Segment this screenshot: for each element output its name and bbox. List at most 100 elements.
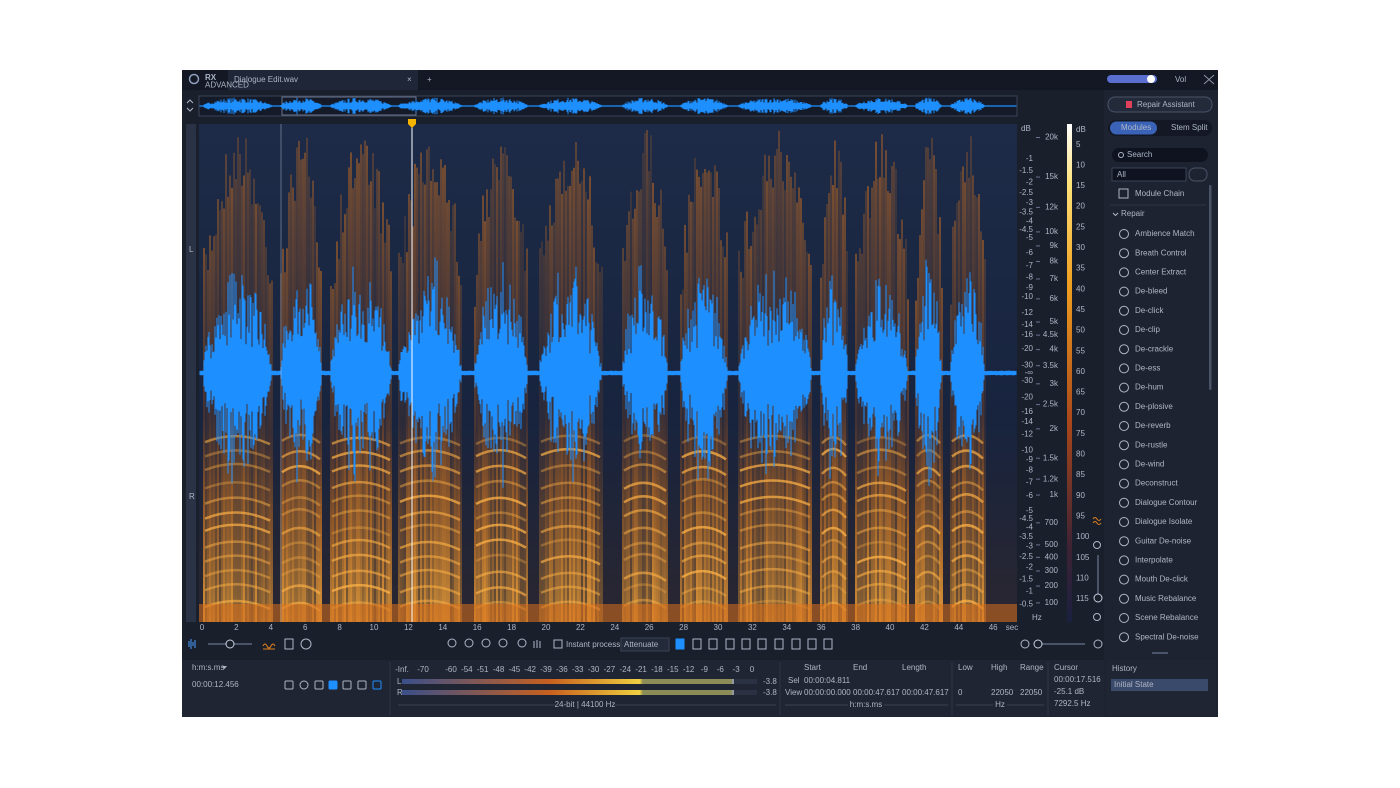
notes-icon[interactable] xyxy=(284,638,294,650)
zoom-icon[interactable] xyxy=(1093,613,1101,621)
zoom-in[interactable] xyxy=(1093,639,1103,649)
h-zoom-knob[interactable] xyxy=(1033,639,1043,649)
history-state-bg[interactable] xyxy=(1111,679,1208,691)
transport-button[interactable] xyxy=(299,680,309,690)
repair-assistant-button[interactable] xyxy=(1107,96,1213,113)
amplitude-label: -0.5 xyxy=(1019,599,1033,608)
module-name[interactable]: Guitar De-noise xyxy=(1135,536,1192,545)
hand-tool[interactable] xyxy=(533,640,541,648)
modules-tab-label[interactable]: Modules xyxy=(1121,123,1151,132)
module-icon xyxy=(1119,555,1129,566)
collapse-icon[interactable] xyxy=(186,99,194,112)
module-name[interactable]: De-reverb xyxy=(1135,421,1171,430)
zoom-tool[interactable] xyxy=(481,638,491,648)
selection-tool[interactable] xyxy=(675,638,685,650)
modules-tab[interactable] xyxy=(1110,121,1157,135)
volume-knob[interactable] xyxy=(1147,75,1155,83)
module-name[interactable]: De-crackle xyxy=(1135,344,1174,353)
comment-icon[interactable] xyxy=(300,638,312,650)
zoom-tool[interactable] xyxy=(517,638,527,648)
module-name[interactable]: De-rustle xyxy=(1135,440,1168,449)
amplitude-label: -14 xyxy=(1021,417,1033,426)
zoom-tool[interactable] xyxy=(464,638,474,648)
instant-checkbox[interactable] xyxy=(553,639,563,649)
time-label: 24 xyxy=(610,623,619,632)
transport-button[interactable] xyxy=(284,680,294,690)
transport-button[interactable] xyxy=(357,680,367,690)
module-name[interactable]: De-wind xyxy=(1135,460,1164,469)
selection-tool[interactable] xyxy=(791,638,801,650)
zoom-knob[interactable] xyxy=(1093,593,1103,603)
transport-button[interactable] xyxy=(372,680,382,690)
zoom-icon[interactable] xyxy=(1093,541,1101,549)
selection-unit: h:m:s.ms xyxy=(850,700,882,709)
filter-dropdown[interactable] xyxy=(1111,167,1187,182)
module-name[interactable]: De-click xyxy=(1135,306,1164,315)
selection-tool[interactable] xyxy=(725,638,735,650)
frequency-label: 9k xyxy=(1050,241,1059,250)
spectrogram-icon[interactable] xyxy=(262,643,276,650)
selection-tool[interactable] xyxy=(807,638,817,650)
transport-button[interactable] xyxy=(342,680,352,690)
selection-tool[interactable] xyxy=(741,638,751,650)
volume-slider[interactable] xyxy=(1107,75,1157,83)
file-tab[interactable] xyxy=(228,70,418,90)
harmonic xyxy=(623,583,667,594)
spectral-energy xyxy=(810,265,812,622)
module-icon xyxy=(1119,497,1129,508)
spectral-energy xyxy=(221,201,223,622)
mode-dropdown[interactable] xyxy=(620,637,670,652)
transport-button[interactable] xyxy=(314,680,324,690)
frequency-label: 20k xyxy=(1045,133,1059,142)
format-arrow[interactable] xyxy=(222,666,227,669)
settings-icon[interactable] xyxy=(1203,74,1215,85)
search-box[interactable] xyxy=(1112,148,1208,162)
display-icon[interactable] xyxy=(1092,517,1102,525)
waveform-icon[interactable] xyxy=(187,639,196,649)
harmonic xyxy=(916,524,941,535)
module-name[interactable]: De-plosive xyxy=(1135,402,1173,411)
tab-close[interactable]: × xyxy=(407,75,412,84)
playhead-marker[interactable] xyxy=(408,119,416,128)
blend-knob[interactable] xyxy=(225,639,235,649)
meter-scale-label: -18 xyxy=(651,665,663,674)
module-name[interactable]: Scene Rebalance xyxy=(1135,613,1199,622)
selection-tool[interactable] xyxy=(757,638,767,650)
history-state[interactable]: Initial State xyxy=(1114,680,1154,689)
module-name[interactable]: Dialogue Contour xyxy=(1135,498,1198,507)
module-name[interactable]: De-clip xyxy=(1135,325,1160,334)
module-name[interactable]: Breath Control xyxy=(1135,248,1187,257)
new-tab[interactable]: + xyxy=(427,75,432,84)
selection-tool[interactable] xyxy=(774,638,784,650)
zoom-tool[interactable] xyxy=(447,638,457,648)
module-name[interactable]: Ambience Match xyxy=(1135,229,1195,238)
harmonic xyxy=(821,584,847,595)
list-view-button[interactable] xyxy=(1188,167,1208,182)
module-name[interactable]: Dialogue Isolate xyxy=(1135,517,1193,526)
module-name[interactable]: Mouth De-click xyxy=(1135,575,1189,584)
amplitude-label: -3.5 xyxy=(1019,208,1033,217)
transport-button[interactable] xyxy=(328,680,338,690)
time-format[interactable]: h:m:s.ms xyxy=(192,663,224,672)
tab-title[interactable]: Dialogue Edit.wav xyxy=(234,75,298,84)
spectral-energy xyxy=(937,233,939,623)
zoom-tool[interactable] xyxy=(498,638,508,648)
module-name[interactable]: Center Extract xyxy=(1135,268,1187,277)
selection-tool[interactable] xyxy=(692,638,702,650)
module-name[interactable]: De-bleed xyxy=(1135,287,1167,296)
stem-split-tab-label[interactable]: Stem Split xyxy=(1171,123,1208,132)
module-name[interactable]: Interpolate xyxy=(1135,556,1173,565)
selection-tool[interactable] xyxy=(708,638,718,650)
module-name[interactable]: De-ess xyxy=(1135,364,1160,373)
zoom-out[interactable] xyxy=(1020,639,1030,649)
selection-tool[interactable] xyxy=(823,638,833,650)
module-name[interactable]: Deconstruct xyxy=(1135,479,1178,488)
spectral-energy xyxy=(203,248,205,622)
spectral-energy xyxy=(844,197,846,622)
amplitude-label: -1.5 xyxy=(1019,574,1033,583)
module-name[interactable]: Music Rebalance xyxy=(1135,594,1197,603)
module-name[interactable]: De-hum xyxy=(1135,383,1164,392)
color-label: 55 xyxy=(1076,346,1085,355)
module-chain[interactable]: Module Chain xyxy=(1135,189,1184,198)
module-name[interactable]: Spectral De-noise xyxy=(1135,632,1199,641)
